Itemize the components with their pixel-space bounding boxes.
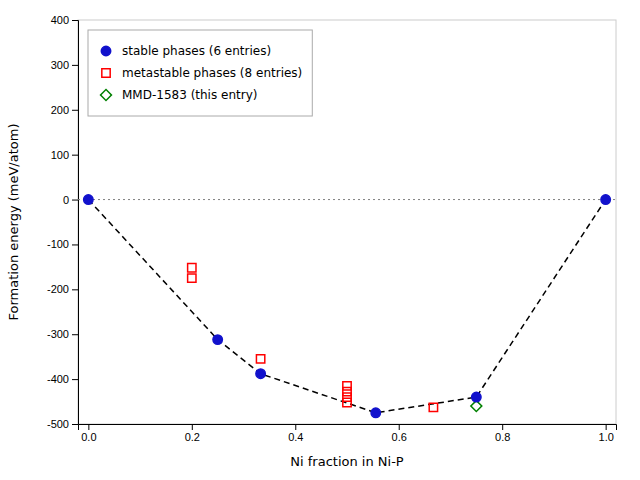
y-tick-label: -200	[47, 283, 69, 295]
point	[256, 355, 264, 363]
chart: 0.0 0.2 0.4 0.6 0.8 1.0 -500 -400 -300 -200 -100 0 1…	[0, 0, 640, 480]
y-tick-mark	[72, 289, 78, 290]
y-tick: -400	[47, 373, 78, 385]
y-tick-label: 100	[51, 149, 69, 161]
x-tick-mark	[192, 424, 193, 430]
point	[601, 195, 610, 204]
point	[188, 274, 196, 282]
x-tick-mark	[502, 424, 503, 430]
y-tick-label: 0	[63, 194, 69, 206]
y-tick-label: -400	[47, 373, 69, 385]
legend-label: MMD-1583 (this entry)	[122, 88, 257, 102]
point	[343, 387, 351, 395]
legend: stable phases (6 entries) metastable phas…	[88, 30, 312, 116]
plot: 0.0 0.2 0.4 0.6 0.8 1.0 -500 -400 -300 -200 -100 0 1…	[47, 14, 617, 443]
y-axis: -500 -400 -300 -200 -100 0 100 200 300 400	[47, 14, 79, 430]
legend-label: stable phases (6 entries)	[122, 44, 271, 58]
point	[343, 398, 351, 406]
x-tick-mark	[88, 424, 89, 430]
x-tick: 0.6	[392, 424, 407, 443]
point	[343, 382, 351, 390]
y-tick-mark	[72, 334, 78, 335]
y-tick: 200	[51, 104, 78, 116]
point	[188, 264, 196, 272]
x-tick: 0.0	[81, 424, 96, 443]
y-tick: 300	[51, 59, 78, 71]
y-tick: 400	[51, 14, 78, 26]
x-tick: 1.0	[599, 424, 614, 443]
y-tick-mark	[72, 244, 78, 245]
y-tick-mark	[72, 110, 78, 111]
y-tick: -200	[47, 283, 78, 295]
x-axis: 0.0 0.2 0.4 0.6 0.8 1.0	[79, 424, 617, 443]
point	[256, 369, 265, 378]
x-tick-mark	[295, 424, 296, 430]
point	[84, 195, 93, 204]
y-tick: 0	[63, 194, 78, 206]
y-tick: -300	[47, 328, 78, 340]
y-tick-label: 400	[51, 14, 69, 26]
y-tick-mark	[72, 155, 78, 156]
marks	[78, 195, 616, 418]
x-tick-label: 0.0	[81, 431, 96, 443]
y-tick: 100	[51, 149, 78, 161]
legend-symbol	[101, 90, 112, 101]
plot-frame	[78, 20, 616, 424]
y-tick-label: 300	[51, 59, 69, 71]
point	[371, 408, 380, 417]
legend-label: metastable phases (8 entries)	[122, 66, 302, 80]
y-tick-mark	[72, 379, 78, 380]
x-tick: 0.4	[288, 424, 303, 443]
y-tick-mark	[72, 424, 78, 425]
y-axis-title: Formation energy (meV/atom)	[6, 124, 21, 321]
y-tick: -100	[47, 238, 78, 250]
y-tick-label: -300	[47, 328, 69, 340]
legend-symbol	[102, 69, 110, 77]
y-axis-line	[72, 21, 79, 425]
x-tick-label: 1.0	[599, 431, 614, 443]
y-tick-label: -500	[47, 418, 69, 430]
x-tick-label: 0.4	[288, 431, 303, 443]
x-tick-label: 0.2	[185, 431, 200, 443]
hull-line	[88, 200, 605, 413]
y-tick-label: 200	[51, 104, 69, 116]
x-tick-mark	[399, 424, 400, 430]
x-tick-label: 0.6	[392, 431, 407, 443]
point	[472, 392, 481, 401]
x-tick-mark	[606, 424, 607, 430]
x-tick: 0.2	[185, 424, 200, 443]
x-tick-label: 0.8	[495, 431, 510, 443]
reference-line	[78, 199, 616, 200]
x-axis-title: Ni fraction in Ni-P	[290, 454, 404, 469]
y-tick-label: -100	[47, 238, 69, 250]
y-tick-mark	[72, 200, 78, 201]
legend-box	[88, 30, 312, 116]
legend-symbol	[101, 46, 110, 55]
y-tick-mark	[72, 65, 78, 66]
point	[429, 403, 437, 411]
point	[343, 393, 351, 401]
x-tick: 0.8	[495, 424, 510, 443]
y-tick-mark	[72, 20, 78, 21]
x-axis-line	[79, 425, 617, 431]
point	[213, 335, 222, 344]
y-tick: -500	[47, 418, 78, 430]
